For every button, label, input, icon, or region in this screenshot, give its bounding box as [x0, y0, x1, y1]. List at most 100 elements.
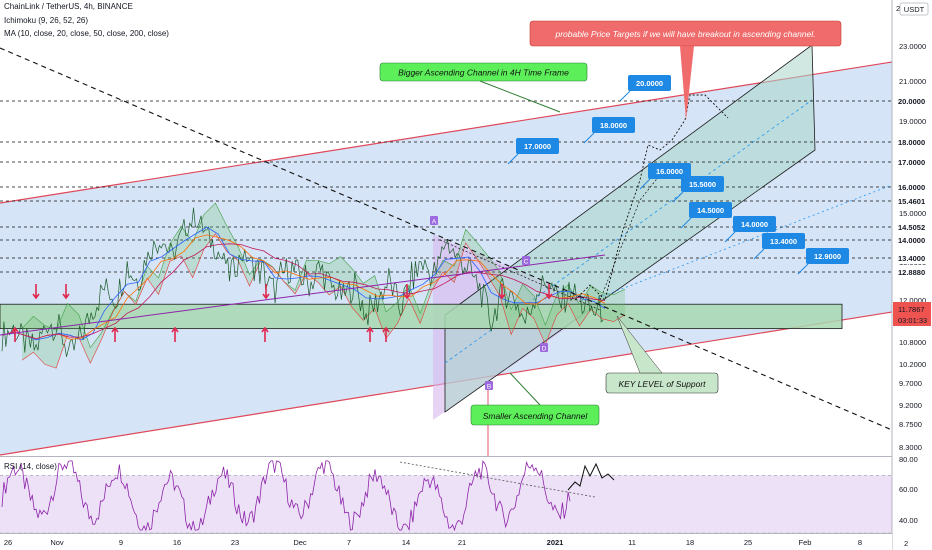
rsi-projection — [567, 462, 615, 491]
target-tag-value: 12.9000 — [814, 252, 841, 261]
price-tick: 15.0000 — [899, 209, 926, 218]
rsi-divergence-line — [399, 461, 596, 498]
time-tick: 11 — [628, 538, 636, 547]
time-tick: 8 — [858, 538, 862, 547]
bigger-ascending-channel — [0, 44, 892, 456]
currency-box — [899, 2, 929, 16]
arrow-up-icon — [171, 326, 179, 342]
price-targets-pointer — [680, 46, 694, 120]
rsi-legend[interactable]: RSI (14, close) — [4, 462, 57, 471]
rsi-tick: 40.00 — [899, 516, 918, 525]
target-tag-value: 14.0000 — [741, 220, 768, 229]
rsi-pane — [0, 456, 892, 534]
pivot-label: B — [487, 384, 491, 391]
time-tick: Feb — [799, 538, 812, 547]
target-tag-value: 13.4000 — [770, 237, 797, 246]
price-tick: 9.2000 — [899, 401, 922, 410]
level-tag: 15.4601 — [898, 197, 925, 206]
target-tag-pointer — [753, 248, 765, 260]
target-tag — [592, 117, 635, 133]
target-tag — [806, 248, 849, 264]
time-tick: 23 — [231, 538, 239, 547]
level-tag: 12.8880 — [898, 268, 925, 277]
target-tag — [762, 233, 805, 249]
price-tick: 19.0000 — [899, 117, 926, 126]
countdown-label: 03:01:33 — [898, 316, 927, 325]
ma-20-line — [1, 234, 606, 340]
target-tag-pointer — [507, 153, 519, 165]
pivot-marker — [430, 216, 438, 225]
pivot-marker — [522, 256, 530, 265]
target-tag-value: 14.5000 — [697, 206, 724, 215]
currency-label: USDT — [904, 5, 925, 14]
price-tick: 8.3000 — [899, 443, 922, 452]
time-tick: 9 — [119, 538, 123, 547]
time-tick: 14 — [402, 538, 410, 547]
target-tag-value: 15.5000 — [689, 180, 716, 189]
time-tick: 16 — [173, 538, 181, 547]
level-tag-bg — [893, 195, 931, 207]
level-tag: 20.0000 — [898, 97, 925, 106]
arrow-down-icon — [32, 284, 40, 300]
ma-200-line — [0, 254, 606, 336]
rsi-clip — [1, 460, 615, 532]
smaller-channel-note: Smaller Ascending Channel — [483, 411, 589, 421]
projected-path — [574, 94, 729, 301]
horizontal-levels — [0, 100, 892, 273]
channel-upper-line — [0, 61, 892, 204]
target-tag-value: 17.0000 — [524, 142, 551, 151]
price-target-tags: 20.0000 18.0000 17.0000 16.0000 15.5000 14.50… — [507, 75, 849, 275]
projected-path-alt — [599, 174, 661, 301]
arrow-up-icon — [366, 326, 374, 342]
triangle-upper-edge — [439, 239, 601, 311]
arrow-down-icon — [262, 284, 270, 300]
bigger-channel-note: Bigger Ascending Channel in 4H Time Fram… — [398, 68, 569, 78]
current-price-label: 11.7867 — [898, 305, 925, 314]
price-tick: 10.8000 — [899, 338, 926, 347]
time-axis-bg — [0, 534, 892, 550]
price-axis-top-tick: 2 — [896, 4, 900, 13]
target-tag — [733, 216, 776, 232]
ma-legend[interactable]: MA (10, close, 20, close, 50, close, 200… — [4, 29, 169, 38]
arrow-up-icon — [11, 326, 19, 342]
symbol-title[interactable]: ChainLink / TetherUS, 4h, BINANCE — [4, 2, 133, 11]
time-tick: 2021 — [547, 538, 564, 547]
ichimoku-legend[interactable]: Ichimoku (9, 26, 52, 26) — [4, 16, 89, 25]
smaller-channel-pointer — [509, 372, 541, 406]
target-tag-pointer — [583, 132, 595, 144]
arrow-up-icon — [382, 326, 390, 342]
price-tick: 8.7500 — [899, 420, 922, 429]
ichimoku-span-b — [21, 233, 626, 369]
annotation-notes: probable Price Targets if we will have b… — [379, 20, 842, 426]
target-tag-pointer — [797, 263, 809, 275]
rsi-tick: 80.00 — [899, 455, 918, 464]
level-tag-bg — [893, 136, 931, 148]
time-tick: 7 — [347, 538, 351, 547]
price-tick: 9.7000 — [899, 379, 922, 388]
key-level-note: KEY LEVEL of Support — [618, 379, 706, 389]
level-tag: 13.4000 — [898, 254, 925, 263]
level-tag: 18.0000 — [898, 138, 925, 147]
bigger-channel-box — [379, 62, 588, 82]
key-level-pointer — [616, 315, 663, 374]
price-targets-note: probable Price Targets if we will have b… — [554, 29, 815, 39]
level-tag-bg — [893, 266, 931, 278]
rsi-tick: 60.00 — [899, 485, 918, 494]
target-tag-pointer — [639, 178, 651, 190]
target-tag — [648, 163, 691, 179]
bigger-channel-pointer — [479, 80, 561, 113]
level-tag: 16.0000 — [898, 183, 925, 192]
level-tag-bg — [893, 221, 931, 233]
pivot-marker — [485, 381, 493, 390]
arrow-down-icon — [545, 284, 553, 300]
time-tick: 25 — [744, 538, 752, 547]
price-series — [0, 202, 626, 369]
level-tag-bg — [893, 234, 931, 246]
level-tag-bg — [893, 252, 931, 264]
price-tick: 10.2000 — [899, 360, 926, 369]
level-tag-bg — [893, 95, 931, 107]
level-tag: 14.0000 — [898, 236, 925, 245]
target-tag-pointer — [680, 217, 692, 229]
